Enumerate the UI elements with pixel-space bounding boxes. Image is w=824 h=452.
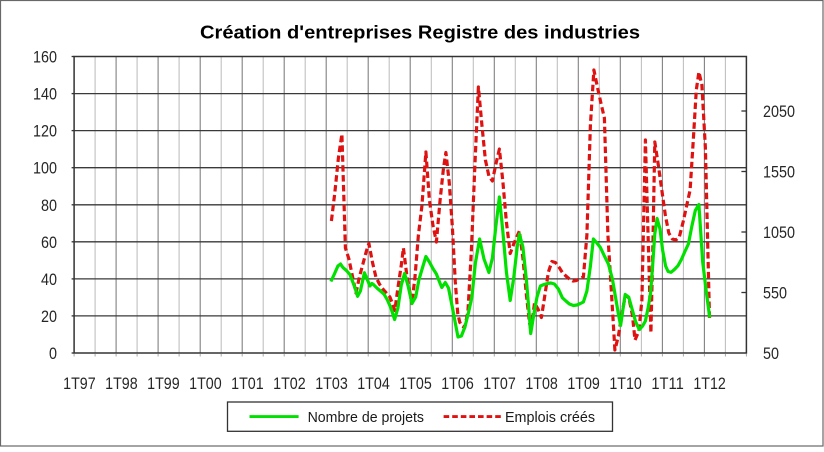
svg-text:0: 0: [49, 344, 57, 363]
svg-text:Emplois créés: Emplois créés: [505, 409, 595, 426]
svg-text:1050: 1050: [763, 223, 795, 242]
svg-text:2050: 2050: [763, 102, 795, 121]
svg-text:1T07: 1T07: [483, 374, 516, 393]
svg-text:1T02: 1T02: [273, 374, 306, 393]
svg-text:1T98: 1T98: [105, 374, 138, 393]
svg-text:40: 40: [41, 270, 57, 289]
svg-text:1T97: 1T97: [63, 374, 96, 393]
svg-text:Nombre de projets: Nombre de projets: [308, 409, 424, 426]
svg-text:1T12: 1T12: [693, 374, 726, 393]
svg-text:140: 140: [33, 85, 57, 104]
svg-text:1T06: 1T06: [441, 374, 474, 393]
svg-text:160: 160: [33, 48, 57, 67]
svg-text:550: 550: [763, 284, 787, 303]
svg-text:120: 120: [33, 122, 57, 141]
svg-text:1T00: 1T00: [189, 374, 222, 393]
svg-text:1T03: 1T03: [315, 374, 348, 393]
svg-text:20: 20: [41, 307, 57, 326]
svg-text:50: 50: [763, 344, 779, 363]
svg-text:60: 60: [41, 233, 57, 252]
svg-text:1T05: 1T05: [399, 374, 432, 393]
svg-text:1550: 1550: [763, 163, 795, 182]
svg-text:100: 100: [33, 159, 57, 178]
svg-text:1T01: 1T01: [231, 374, 264, 393]
svg-text:1T10: 1T10: [609, 374, 642, 393]
svg-text:1T04: 1T04: [357, 374, 390, 393]
svg-text:1T99: 1T99: [147, 374, 180, 393]
svg-text:1T11: 1T11: [651, 374, 684, 393]
svg-text:80: 80: [41, 196, 57, 215]
svg-text:1T08: 1T08: [525, 374, 558, 393]
svg-text:1T09: 1T09: [567, 374, 600, 393]
svg-text:Création d'entreprises Registr: Création d'entreprises Registre des indu…: [200, 23, 640, 43]
